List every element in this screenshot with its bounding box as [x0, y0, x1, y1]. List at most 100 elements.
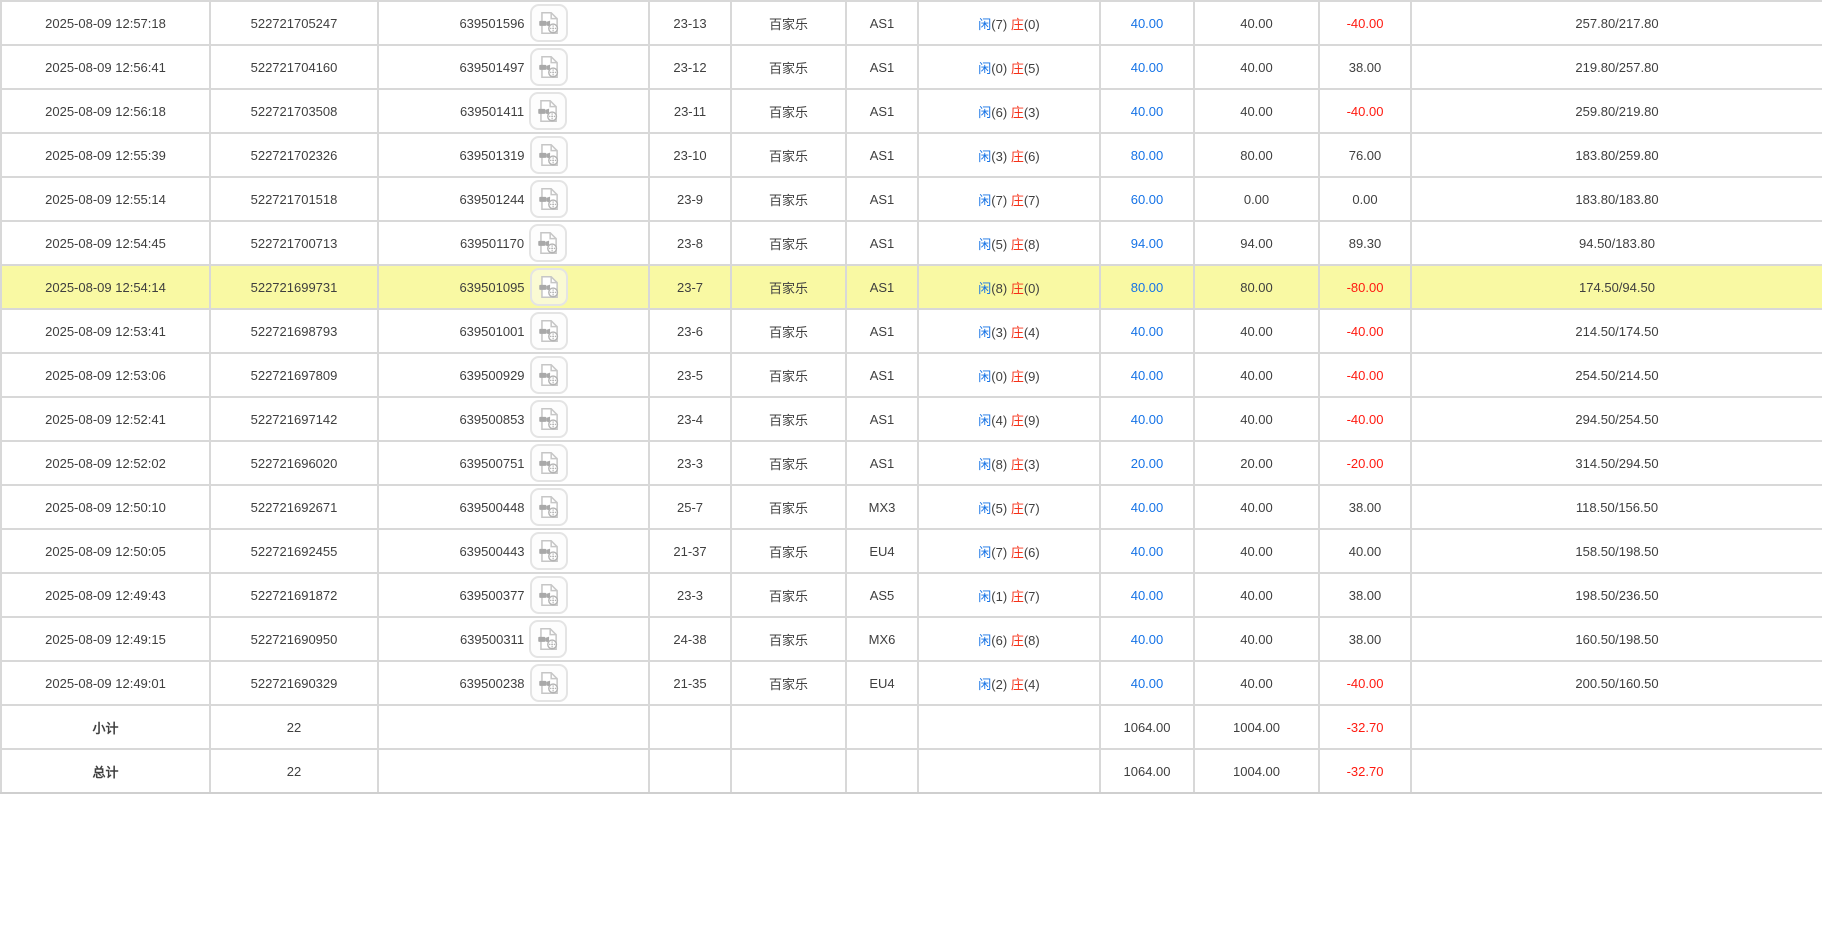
round-id: 639501497 [459, 59, 525, 75]
bet-id-cell: 522721690329 [209, 660, 379, 706]
bet-amount-link[interactable]: 60.00 [1130, 191, 1164, 207]
time-cell: 2025-08-09 12:49:01 [0, 660, 211, 706]
bet-amount-link[interactable]: 40.00 [1130, 499, 1164, 515]
video-replay-button[interactable] [529, 180, 568, 218]
result-cell: 闲(5) 庄(7) [917, 484, 1101, 530]
video-replay-button[interactable] [529, 4, 568, 42]
banker-count: (8) [1023, 632, 1040, 648]
shoe-round-cell: 23-11 [648, 88, 732, 134]
video-replay-button[interactable] [529, 312, 568, 350]
table-cell: AS1 [845, 88, 919, 134]
video-replay-button[interactable] [529, 620, 568, 658]
summary-empty-cell [377, 748, 650, 794]
round-cell: 639501411 [377, 88, 650, 134]
winloss-cell: 89.30 [1318, 220, 1412, 266]
banker-count: (3) [1023, 456, 1040, 472]
bet-amount-link[interactable]: 40.00 [1130, 411, 1164, 427]
result-cell: 闲(6) 庄(3) [917, 88, 1101, 134]
video-replay-button[interactable] [529, 664, 568, 702]
round-cell: 639501095 [377, 264, 650, 310]
bet-row[interactable]: 2025-08-09 12:49:01 522721690329 6395002… [0, 660, 1822, 706]
balance-cell: 200.50/160.50 [1410, 660, 1822, 706]
bet-amount-cell: 40.00 [1099, 396, 1195, 442]
banker-count: (6) [1023, 148, 1040, 164]
summary-winloss-total-cell: -32.70 [1318, 748, 1412, 794]
result-cell: 闲(7) 庄(0) [917, 0, 1101, 46]
bet-row[interactable]: 2025-08-09 12:55:39 522721702326 6395013… [0, 132, 1822, 178]
bet-amount-link[interactable]: 40.00 [1130, 59, 1164, 75]
video-replay-button[interactable] [529, 400, 568, 438]
video-replay-icon [538, 319, 558, 343]
shoe-round-cell: 23-13 [648, 0, 732, 46]
bet-row[interactable]: 2025-08-09 12:52:02 522721696020 6395007… [0, 440, 1822, 486]
bet-row[interactable]: 2025-08-09 12:56:18 522721703508 6395014… [0, 88, 1822, 134]
player-count: (0) [991, 368, 1008, 384]
video-replay-button[interactable] [529, 268, 568, 306]
banker-count: (5) [1023, 60, 1040, 76]
bet-amount-link[interactable]: 80.00 [1130, 147, 1164, 163]
video-replay-button[interactable] [529, 224, 568, 262]
video-replay-button[interactable] [529, 488, 568, 526]
summary-bet-total-cell: 1064.00 [1099, 704, 1195, 750]
video-replay-button[interactable] [529, 356, 568, 394]
bet-amount-link[interactable]: 20.00 [1130, 455, 1164, 471]
round-id: 639501596 [459, 15, 525, 31]
bet-row[interactable]: 2025-08-09 12:57:18 522721705247 6395015… [0, 0, 1822, 46]
bet-amount-link[interactable]: 40.00 [1130, 543, 1164, 559]
banker-label: 庄 [1010, 456, 1024, 472]
winloss-cell: 0.00 [1318, 176, 1412, 222]
bet-amount-link[interactable]: 40.00 [1130, 675, 1164, 691]
valid-amount-cell: 40.00 [1193, 396, 1320, 442]
bet-row[interactable]: 2025-08-09 12:53:06 522721697809 6395009… [0, 352, 1822, 398]
banker-label: 庄 [1010, 588, 1024, 604]
game-cell: 百家乐 [730, 440, 847, 486]
video-replay-button[interactable] [529, 532, 568, 570]
bet-amount-link[interactable]: 40.00 [1130, 631, 1164, 647]
bet-amount-link[interactable]: 40.00 [1130, 367, 1164, 383]
bet-row[interactable]: 2025-08-09 12:54:45 522721700713 6395011… [0, 220, 1822, 266]
game-cell: 百家乐 [730, 528, 847, 574]
video-replay-button[interactable] [529, 444, 568, 482]
video-replay-button[interactable] [529, 136, 568, 174]
winloss-cell: 76.00 [1318, 132, 1412, 178]
banker-label: 庄 [1010, 148, 1024, 164]
video-replay-icon [538, 55, 558, 79]
bet-row[interactable]: 2025-08-09 12:55:14 522721701518 6395012… [0, 176, 1822, 222]
bet-amount-cell: 40.00 [1099, 484, 1195, 530]
bet-id-cell: 522721704160 [209, 44, 379, 90]
bet-amount-link[interactable]: 40.00 [1130, 15, 1164, 31]
bet-row[interactable]: 2025-08-09 12:52:41 522721697142 6395008… [0, 396, 1822, 442]
bet-row[interactable]: 2025-08-09 12:49:43 522721691872 6395003… [0, 572, 1822, 618]
banker-label: 庄 [1010, 412, 1024, 428]
bet-row[interactable]: 2025-08-09 12:53:41 522721698793 6395010… [0, 308, 1822, 354]
winloss-cell: -20.00 [1318, 440, 1412, 486]
bet-row[interactable]: 2025-08-09 12:56:41 522721704160 6395014… [0, 44, 1822, 90]
summary-empty-cell [648, 748, 732, 794]
bet-row[interactable]: 2025-08-09 12:50:05 522721692455 6395004… [0, 528, 1822, 574]
round-cell: 639500377 [377, 572, 650, 618]
video-replay-button[interactable] [529, 48, 568, 86]
summary-row: 总计 22 1064.00 1004.00 -32.70 [0, 748, 1822, 794]
bet-row[interactable]: 2025-08-09 12:50:10 522721692671 6395004… [0, 484, 1822, 530]
video-replay-button[interactable] [529, 576, 568, 614]
game-cell: 百家乐 [730, 616, 847, 662]
valid-amount-cell: 80.00 [1193, 264, 1320, 310]
shoe-round-cell: 23-3 [648, 572, 732, 618]
game-cell: 百家乐 [730, 396, 847, 442]
bet-id-cell: 522721692455 [209, 528, 379, 574]
video-replay-button[interactable] [529, 92, 568, 130]
valid-amount-cell: 40.00 [1193, 528, 1320, 574]
bet-amount-link[interactable]: 80.00 [1130, 279, 1164, 295]
result-cell: 闲(0) 庄(5) [917, 44, 1101, 90]
banker-label: 庄 [1010, 280, 1024, 296]
bet-amount-link[interactable]: 40.00 [1130, 323, 1164, 339]
bet-id-cell: 522721699731 [209, 264, 379, 310]
bet-row[interactable]: 2025-08-09 12:54:14 522721699731 6395010… [0, 264, 1822, 310]
bet-amount-link[interactable]: 94.00 [1130, 235, 1164, 251]
bet-amount-link[interactable]: 40.00 [1130, 103, 1164, 119]
bet-row[interactable]: 2025-08-09 12:49:15 522721690950 6395003… [0, 616, 1822, 662]
bet-amount-link[interactable]: 40.00 [1130, 587, 1164, 603]
player-count: (1) [991, 588, 1008, 604]
round-id: 639501244 [459, 191, 525, 207]
banker-label: 庄 [1010, 324, 1024, 340]
